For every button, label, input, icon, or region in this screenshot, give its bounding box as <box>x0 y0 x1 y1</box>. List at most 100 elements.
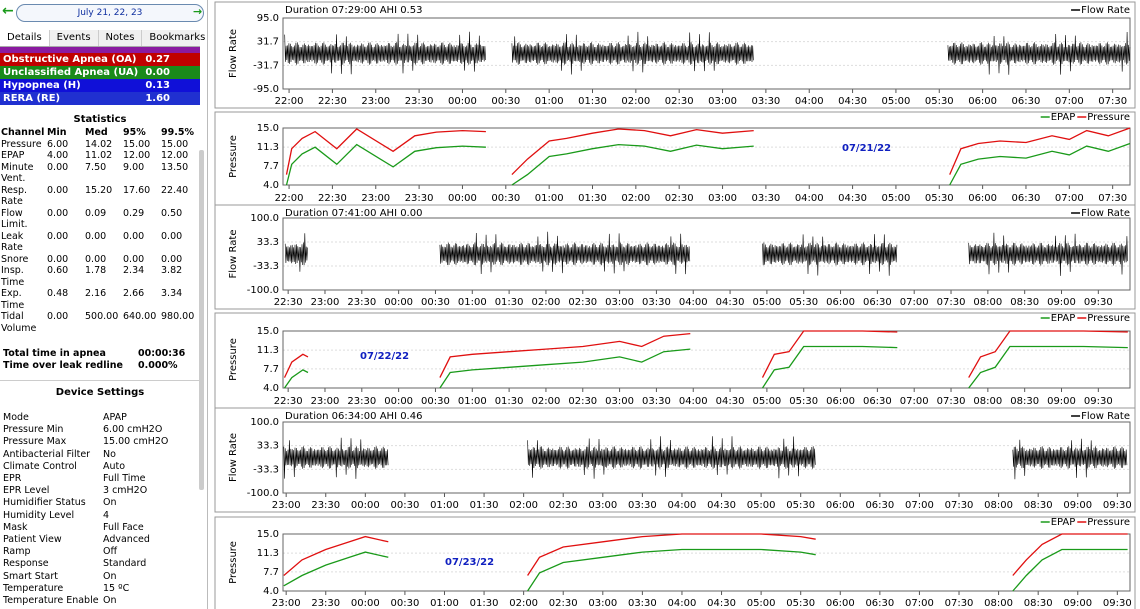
panel-frame <box>214 111 1136 206</box>
x-tick-label: 06:00 <box>826 297 855 308</box>
y-tick-label: 11.3 <box>257 142 279 153</box>
stats-row: Flow Limit. 0.00 0.09 0.29 0.50 <box>0 208 200 231</box>
waveform <box>968 232 1128 276</box>
event-list: Obstructive Apnea (OA) 0.27 Unclassified A… <box>0 40 200 105</box>
event-value: 0.27 <box>145 54 170 65</box>
setting-row: Response Standard <box>0 558 200 570</box>
event-row: Hypopnea (H) 0.13 <box>0 79 200 92</box>
prev-button[interactable]: ← <box>2 3 14 19</box>
header-row: Channel Min Med 95% 99.5% <box>0 127 200 139</box>
tab[interactable]: Events <box>50 30 99 46</box>
y-tick-label: -100.0 <box>247 285 279 296</box>
tab[interactable]: Notes <box>99 30 143 46</box>
cell: 0.09 <box>85 207 107 219</box>
x-tick-label: 05:00 <box>747 500 776 511</box>
y-tick-label: -33.3 <box>253 261 279 272</box>
x-tick-label: 02:30 <box>549 598 578 609</box>
chart-header: Duration 07:29:00 AHI 0.53 <box>285 5 422 16</box>
setting-name: Climate Control <box>3 460 77 472</box>
x-tick-label: 07:30 <box>937 297 966 308</box>
x-tick-label: 00:00 <box>384 297 413 308</box>
date-selector[interactable]: July 21, 22, 23 <box>16 4 204 22</box>
event-name: Obstructive Apnea (OA) <box>3 54 137 65</box>
waveform <box>762 234 898 276</box>
x-tick-label: 06:00 <box>968 96 997 107</box>
y-tick-label: 4.0 <box>263 586 279 597</box>
x-tick-label: 01:00 <box>430 598 459 609</box>
x-tick-label: 04:30 <box>838 193 867 204</box>
x-tick-label: 02:00 <box>532 396 561 407</box>
x-tick-label: 02:30 <box>665 193 694 204</box>
x-tick-label: 02:30 <box>665 96 694 107</box>
x-tick-label: 09:30 <box>1084 297 1113 308</box>
cell: 0.00 <box>47 230 69 242</box>
scrollbar[interactable] <box>199 150 204 490</box>
cell: Insp. Time <box>1 265 25 288</box>
x-tick-label: 07:30 <box>945 598 974 609</box>
x-tick-label: 09:00 <box>1063 500 1092 511</box>
y-tick-label: 4.0 <box>263 180 279 191</box>
x-tick-label: 07:00 <box>900 396 929 407</box>
x-tick-label: 09:30 <box>1084 396 1113 407</box>
setting-value: On <box>103 570 117 582</box>
x-tick-label: 01:30 <box>578 96 607 107</box>
y-tick-label: 15.0 <box>257 326 279 337</box>
x-tick-label: 06:30 <box>865 598 894 609</box>
settings-list: Mode APAP Pressure Min 6.00 cmH2O Pressure M… <box>0 412 200 607</box>
device-settings: Device Settings Mode APAP Pressure Min 6.00… <box>0 380 200 607</box>
stats-row: Minute Vent. 0.00 7.50 9.00 13.50 <box>0 162 200 185</box>
x-tick-label: 03:30 <box>628 500 657 511</box>
column-header: Channel <box>1 127 45 138</box>
panel-frame <box>214 312 1136 409</box>
y-tick-label: -33.3 <box>253 464 279 475</box>
setting-row: Humidifier Status On <box>0 497 200 509</box>
legend-label: Pressure <box>1087 313 1130 324</box>
total-label: Time over leak redline <box>3 360 123 371</box>
cell: 22.40 <box>161 184 189 196</box>
x-tick-label: 04:00 <box>795 193 824 204</box>
x-tick-label: 06:30 <box>865 500 894 511</box>
cell: 15.20 <box>85 184 113 196</box>
waveform <box>284 31 486 75</box>
x-tick-label: 09:00 <box>1047 297 1076 308</box>
x-tick-label: 07:00 <box>1055 96 1084 107</box>
x-tick-label: 05:30 <box>786 598 815 609</box>
cell: 14.02 <box>85 138 113 150</box>
x-tick-label: 03:00 <box>588 598 617 609</box>
tab[interactable]: Details <box>0 30 50 46</box>
total-value: 00:00:36 <box>138 348 186 359</box>
cell: 0.00 <box>47 253 69 265</box>
x-tick-label: 07:30 <box>937 396 966 407</box>
cell: 6.00 <box>47 138 69 150</box>
x-tick-label: 03:00 <box>605 297 634 308</box>
x-tick-label: 04:30 <box>716 297 745 308</box>
y-tick-label: -95.0 <box>253 84 279 95</box>
setting-value: 4 <box>103 509 110 521</box>
column-header: Min <box>47 127 67 138</box>
legend-label: EPAP <box>1051 112 1076 123</box>
x-tick-label: 06:00 <box>968 193 997 204</box>
legend-label: EPAP <box>1051 517 1076 528</box>
x-tick-label: 22:30 <box>318 193 347 204</box>
cell: 640.00 <box>123 311 157 322</box>
x-tick-label: 00:00 <box>448 96 477 107</box>
legend-label: Flow Rate <box>1081 411 1130 422</box>
x-tick-label: 06:00 <box>826 598 855 609</box>
x-tick-label: 04:30 <box>707 598 736 609</box>
cell: 0.50 <box>161 207 183 219</box>
chart-header: Duration 06:34:00 AHI 0.46 <box>285 411 422 422</box>
tab[interactable]: Bookmarks <box>142 30 207 46</box>
setting-value: Off <box>103 546 118 558</box>
x-tick-label: 02:00 <box>509 598 538 609</box>
setting-name: Smart Start <box>3 570 58 582</box>
next-button[interactable]: → <box>193 5 203 18</box>
x-tick-label: 01:30 <box>578 193 607 204</box>
x-tick-label: 05:30 <box>925 193 954 204</box>
setting-row: Smart Start On <box>0 571 200 583</box>
x-tick-label: 00:30 <box>390 500 419 511</box>
setting-row: EPR Level 3 cmH2O <box>0 485 200 497</box>
x-tick-label: 04:00 <box>679 297 708 308</box>
cell: Leak Rate <box>1 230 24 254</box>
x-tick-label: 06:00 <box>826 396 855 407</box>
x-tick-label: 06:30 <box>863 396 892 407</box>
